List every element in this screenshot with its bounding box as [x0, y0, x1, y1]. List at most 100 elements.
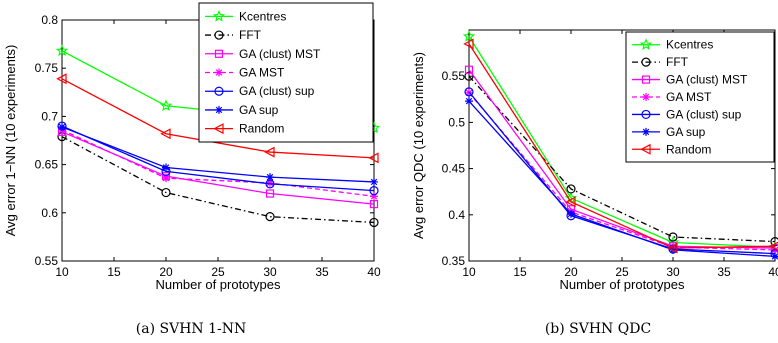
data-point	[464, 65, 474, 74]
y-tick-label: 0.55	[442, 69, 466, 83]
legend-item: GA sup	[205, 103, 279, 117]
legend-label: GA sup	[239, 103, 279, 117]
series-line	[61, 125, 375, 192]
data-point	[464, 87, 474, 97]
legend-label: GA sup	[666, 125, 706, 139]
y-tick-label: 0.65	[35, 158, 59, 172]
legend-item: FFT	[632, 55, 689, 69]
series-line	[468, 100, 776, 258]
legend-label: FFT	[666, 55, 689, 69]
data-point	[55, 44, 69, 57]
data-point	[161, 187, 171, 198]
legend-item: Kcentres	[205, 9, 286, 23]
data-point	[369, 200, 379, 209]
data-point	[370, 192, 378, 201]
data-point	[264, 146, 275, 158]
data-point	[370, 177, 378, 186]
series-line	[468, 92, 776, 251]
data-point	[566, 184, 576, 194]
x-tick-label: 35	[315, 265, 329, 279]
data-point	[266, 178, 274, 187]
series-line	[61, 126, 375, 183]
legend-item: Random	[205, 122, 284, 136]
legend-label: Random	[666, 142, 711, 156]
data-point	[369, 186, 379, 196]
legend-marker	[640, 143, 651, 155]
data-point	[159, 99, 173, 112]
legend-item: GA (clust) MST	[205, 47, 321, 61]
data-point	[770, 236, 778, 247]
x-tick-label: 40	[768, 265, 778, 279]
x-tick-label: 25	[211, 265, 225, 279]
legend-label: GA (clust) MST	[239, 47, 321, 61]
y-tick-label: 0.45	[442, 162, 466, 176]
legend-item: FFT	[205, 28, 262, 42]
y-tick-label: 0.7	[41, 109, 58, 123]
legend-label: GA (clust) sup	[239, 84, 315, 98]
data-point	[368, 152, 379, 164]
legend-marker	[641, 109, 651, 120]
legend-item: GA (clust) MST	[632, 73, 748, 87]
legend-marker	[212, 9, 226, 22]
x-axis-label: Number of prototypes	[559, 277, 685, 292]
series-line	[468, 75, 776, 243]
x-tick-label: 15	[513, 265, 527, 279]
series-line	[468, 43, 776, 249]
legend-box	[198, 2, 374, 143]
legend-label: GA MST	[666, 90, 712, 104]
x-tick-label: 30	[666, 265, 680, 279]
legend-marker	[214, 30, 224, 40]
legend-item: GA (clust) sup	[205, 84, 315, 98]
legend-label: Random	[239, 122, 284, 136]
x-tick-label: 15	[107, 265, 121, 279]
legend-marker	[215, 105, 223, 114]
data-point	[265, 189, 275, 198]
legend-item: Random	[632, 142, 711, 156]
series-random	[56, 73, 379, 164]
legend-marker	[214, 86, 224, 96]
x-tick-label: 30	[263, 265, 277, 279]
series-line	[61, 136, 375, 224]
data-point	[58, 123, 66, 132]
series-fft	[57, 132, 379, 228]
data-point	[369, 217, 379, 228]
x-tick-label: 10	[55, 265, 69, 279]
data-point	[265, 212, 275, 222]
data-point	[565, 196, 576, 208]
x-tick-label: 25	[615, 265, 629, 279]
y-axis-label: Avg error QDC (10 experiments)	[411, 52, 426, 239]
legend-marker	[642, 93, 650, 101]
data-point	[465, 97, 473, 106]
x-tick-label: 35	[717, 265, 731, 279]
data-point	[567, 209, 575, 218]
legend-marker	[641, 75, 651, 84]
legend-label: GA (clust) sup	[666, 107, 742, 121]
legend-item: GA MST	[632, 90, 712, 104]
legend-item: GA sup	[632, 125, 706, 139]
x-tick-label: 20	[159, 265, 173, 279]
legend-marker	[213, 123, 224, 135]
chart-caption: (b) SVHN QDC	[545, 321, 651, 337]
series-ga-sup	[58, 123, 378, 186]
legend: Kcentres FFT GA (clust) MST GA MST GA (clust…	[198, 2, 374, 143]
data-point	[667, 242, 678, 254]
legend-marker	[639, 38, 653, 50]
data-point	[162, 163, 170, 172]
legend-item: GA MST	[205, 66, 285, 80]
series-random	[463, 38, 778, 254]
legend-marker	[215, 68, 223, 77]
y-tick-label: 0.75	[35, 61, 59, 75]
series-line	[468, 36, 776, 248]
legend-marker	[214, 49, 224, 58]
y-tick-label: 0.35	[442, 254, 466, 268]
data-point	[462, 29, 476, 42]
chart-panel-a: (a) SVHN 1-NN 10 15 20 25 30 35 40 0.55 0.6 0.65 0…	[3, 2, 381, 337]
y-tick-label: 0.5	[448, 115, 465, 129]
legend-item: GA (clust) sup	[632, 107, 742, 121]
data-point	[162, 174, 170, 183]
data-point	[668, 232, 678, 242]
legend-label: Kcentres	[239, 9, 286, 23]
series-line	[61, 78, 375, 159]
x-tick-label: 40	[367, 265, 381, 279]
